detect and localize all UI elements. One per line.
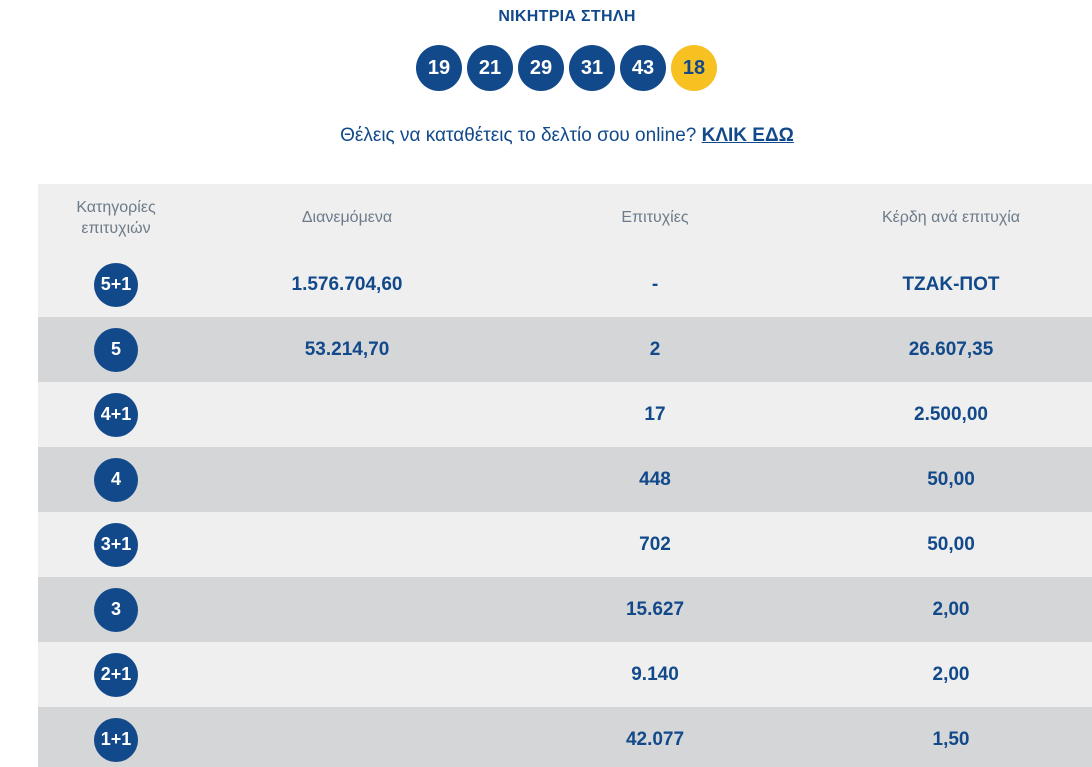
winners-cell: 17 [644,403,666,425]
table-row: 5 53.214,70 2 26.607,35 [38,317,1092,382]
prize-cell: 2.500,00 [914,403,988,425]
number-ball: 43 [620,45,666,91]
prompt-text: Θέλεις να καταθέτεις το δελτίο σου onlin… [340,125,697,146]
table-row: 5+1 1.576.704,60 - ΤΖΑΚ-ΠΟΤ [38,252,1092,317]
online-ticket-prompt: Θέλεις να καταθέτεις το δελτίο σου onlin… [0,125,1092,147]
winners-cell: 15.627 [625,598,685,620]
category-badge: 3 [94,587,138,632]
prize-cell: 2,00 [932,598,970,620]
distributed-cell: 53.214,70 [304,338,390,360]
winning-column-title: ΝΙΚΗΤΡΙΑ ΣΤΗΛΗ [498,8,636,25]
prize-cell: 1,50 [932,728,970,750]
winning-numbers: 19 21 29 31 43 18 [416,45,722,91]
category-badge: 1+1 [94,717,138,762]
winners-cell: 448 [639,468,671,490]
prize-cell: ΤΖΑΚ-ΠΟΤ [902,273,1000,295]
winners-cell: 9.140 [631,663,679,685]
header-distributed: Διανεμόμενα [301,209,393,226]
category-badge: 2+1 [94,652,138,697]
header-category-line1: Κατηγορίες [76,199,156,216]
prize-cell: 50,00 [927,533,975,555]
winners-cell: - [651,273,659,295]
category-badge: 4+1 [94,392,138,437]
table-row: 4 448 50,00 [38,447,1092,512]
prize-table: Κατηγορίες επιτυχιών Διανεμόμενα Επιτυχί… [38,184,1092,767]
table-row: 1+1 42.077 1,50 [38,707,1092,767]
header-winners: Επιτυχίες [621,209,689,226]
table-row: 4+1 17 2.500,00 [38,382,1092,447]
table-row: 3 15.627 2,00 [38,577,1092,642]
prize-cell: 50,00 [927,468,975,490]
winners-cell: 42.077 [625,728,685,750]
number-ball: 29 [518,45,564,91]
prize-cell: 2,00 [932,663,970,685]
header-category-line2: επιτυχιών [81,220,151,237]
table-row: 3+1 702 50,00 [38,512,1092,577]
category-badge: 5 [94,327,138,372]
number-ball: 19 [416,45,462,91]
header-category: Κατηγορίες επιτυχιών [38,197,194,239]
click-here-link[interactable]: ΚΛΙΚ ΕΔΩ [701,125,794,146]
category-badge: 5+1 [94,262,138,307]
category-badge: 3+1 [94,522,138,567]
category-badge: 4 [94,457,138,502]
table-row: 2+1 9.140 2,00 [38,642,1092,707]
number-ball: 31 [569,45,615,91]
number-ball: 21 [467,45,513,91]
bonus-ball: 18 [671,45,717,91]
header-prize: Κέρδη ανά επιτυχία [881,209,1021,226]
distributed-cell: 1.576.704,60 [291,273,403,295]
prize-cell: 26.607,35 [908,338,994,360]
table-header: Κατηγορίες επιτυχιών Διανεμόμενα Επιτυχί… [38,184,1092,252]
winners-cell: 2 [649,338,661,360]
winners-cell: 702 [639,533,671,555]
